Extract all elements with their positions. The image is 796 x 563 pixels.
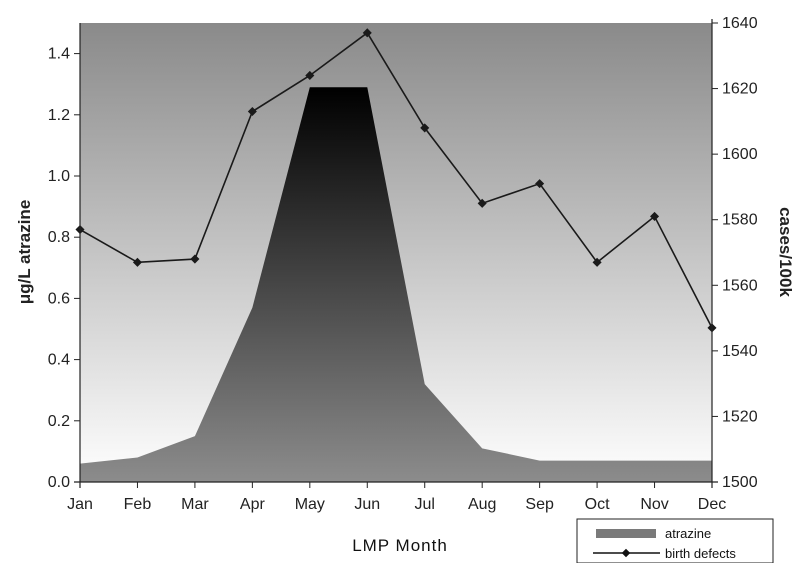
y-left-tick-label: 0.8	[48, 229, 70, 246]
legend-swatch-atrazine	[596, 529, 656, 538]
ticks-layer: 0.0 0.2 0.4 0.6 0.8 1.0 1.2 1.4 1500 1520 1540 1560…	[48, 15, 758, 513]
y-left-tick-label: 0.6	[48, 290, 70, 307]
x-tick-label-jul: Jul	[415, 496, 435, 513]
legend-box	[576, 518, 774, 563]
legend-swatch-birth-defects-marker	[621, 548, 631, 558]
x-tick-label-apr: Apr	[240, 496, 266, 513]
y-right-tick-label: 1540	[722, 343, 758, 360]
birth-defects-point-mar	[190, 254, 200, 264]
x-tick-label-oct: Oct	[585, 496, 610, 513]
y-left-tick-label: 1.0	[48, 168, 70, 185]
y-left-tick-label: 1.4	[48, 46, 70, 63]
y-right-tick-label: 1620	[722, 81, 758, 98]
y-right-tick-label: 1600	[722, 146, 758, 163]
y-right-tick-label: 1500	[722, 474, 758, 491]
x-tick-label-jun: Jun	[354, 496, 380, 513]
legend-label-atrazine: atrazine	[665, 526, 711, 541]
legend: atrazine birth defects	[576, 518, 774, 563]
y-right-tick-label: 1580	[722, 212, 758, 229]
y-right-tick-label: 1560	[722, 277, 758, 294]
y-right-tick-label: 1520	[722, 408, 758, 425]
birth-defects-point-jul	[420, 123, 430, 133]
x-tick-label-nov: Nov	[640, 496, 668, 513]
birth-defects-point-apr	[247, 106, 257, 117]
x-axis-title: LMP Month	[352, 536, 448, 555]
y-axis-right-title: cases/100k	[776, 207, 795, 297]
atrazine-area	[80, 87, 712, 482]
x-tick-label-feb: Feb	[124, 496, 152, 513]
x-tick-label-mar: Mar	[181, 496, 209, 513]
x-tick-label-dec: Dec	[698, 496, 726, 513]
x-tick-label-may: May	[295, 496, 325, 513]
axes-layer	[74, 19, 718, 488]
x-tick-label-jan: Jan	[67, 496, 93, 513]
y-left-tick-label: 0.4	[48, 352, 70, 369]
y-left-tick-label: 0.0	[48, 474, 70, 491]
y-right-tick-label: 1640	[722, 15, 758, 32]
birth-defects-point-oct	[592, 257, 602, 267]
birth-defects-point-may	[305, 70, 315, 80]
y-axis-left-title: μg/L atrazine	[15, 200, 34, 305]
birth-defects-point-feb	[132, 257, 142, 267]
y-left-tick-label: 0.2	[48, 413, 70, 430]
y-left-tick-label: 1.2	[48, 107, 70, 124]
atrazine-area-layer	[80, 87, 712, 482]
legend-label-birth-defects: birth defects	[665, 546, 736, 561]
x-tick-label-aug: Aug	[468, 496, 496, 513]
birth-defects-line	[79, 31, 713, 329]
birth-defects-line-layer	[75, 28, 717, 333]
x-tick-label-sep: Sep	[525, 496, 554, 513]
